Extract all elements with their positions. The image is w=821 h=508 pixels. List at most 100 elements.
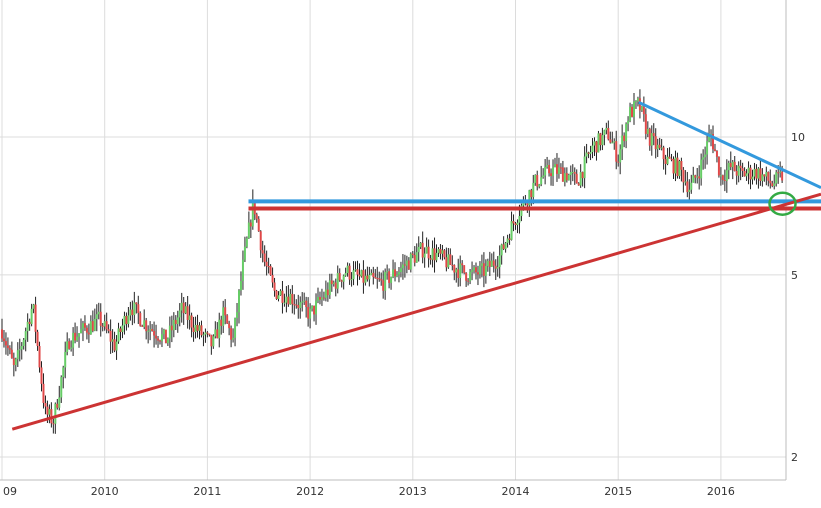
candle <box>200 321 202 338</box>
y-axis: 10 5 2 <box>791 131 805 464</box>
candle <box>471 262 473 281</box>
candle <box>588 152 590 158</box>
candle <box>110 319 112 353</box>
candle <box>33 304 35 313</box>
candle <box>199 322 201 339</box>
candle <box>459 256 461 287</box>
candle <box>631 104 633 117</box>
candle <box>447 248 449 269</box>
candle <box>475 262 477 279</box>
candle <box>621 124 623 160</box>
candle <box>226 314 228 324</box>
candle <box>37 330 39 351</box>
candle <box>767 171 769 186</box>
candle <box>21 342 23 359</box>
candle <box>116 335 118 360</box>
candle <box>129 302 131 321</box>
candle <box>281 281 283 314</box>
candle <box>268 258 270 274</box>
candle <box>177 311 179 333</box>
candle <box>362 260 364 294</box>
candle <box>216 322 218 338</box>
candle <box>299 296 301 318</box>
candle <box>410 252 412 272</box>
candle <box>558 158 560 179</box>
candle <box>528 190 530 217</box>
candle <box>763 174 765 181</box>
candle <box>96 304 98 331</box>
candle <box>651 125 653 155</box>
candle <box>404 255 406 278</box>
candle <box>736 165 738 185</box>
candle <box>325 281 327 302</box>
trendlines <box>12 102 821 429</box>
candle <box>104 315 106 331</box>
candle <box>605 123 607 135</box>
candle <box>291 285 293 313</box>
candle <box>386 265 388 280</box>
candle <box>169 317 171 348</box>
candle <box>72 327 74 356</box>
candle <box>546 157 548 169</box>
candle <box>29 319 31 331</box>
candle <box>769 169 771 188</box>
candle <box>688 179 690 199</box>
candle <box>246 236 248 248</box>
candle <box>108 324 110 333</box>
candle <box>748 161 750 184</box>
candle <box>191 313 193 338</box>
candle <box>224 299 226 324</box>
candle <box>513 214 515 231</box>
candle <box>353 261 355 285</box>
candle <box>270 264 272 276</box>
candle <box>439 244 441 259</box>
candle <box>360 270 362 278</box>
candle <box>451 255 453 270</box>
candle <box>566 167 568 182</box>
candle <box>175 315 177 330</box>
candle <box>357 261 359 286</box>
candle <box>236 303 238 326</box>
candle <box>100 303 102 336</box>
candle <box>483 252 485 287</box>
candle <box>564 167 566 186</box>
candle <box>669 147 671 158</box>
candle <box>416 243 418 262</box>
candle <box>74 323 76 344</box>
candle <box>692 167 694 183</box>
candle <box>661 139 663 150</box>
candle <box>516 219 518 233</box>
candle <box>678 160 680 179</box>
candle <box>214 321 216 338</box>
candle <box>734 156 736 171</box>
candle <box>258 216 260 232</box>
candle <box>704 147 706 169</box>
candle <box>477 266 479 285</box>
candle <box>635 100 637 109</box>
candle <box>485 259 487 283</box>
candle <box>339 268 341 281</box>
candle <box>31 304 33 326</box>
x-tick-label: 2011 <box>193 485 221 498</box>
candle <box>390 277 392 290</box>
candle <box>682 167 684 192</box>
candle <box>467 278 469 285</box>
candle <box>52 419 54 434</box>
candle <box>505 242 507 253</box>
candle <box>590 146 592 160</box>
candle <box>307 297 309 327</box>
candle <box>453 264 455 280</box>
x-tick-label: 2010 <box>91 485 119 498</box>
candle <box>503 236 505 250</box>
candles <box>1 89 783 434</box>
candle <box>60 375 62 403</box>
candle <box>437 247 439 257</box>
candle <box>536 171 538 191</box>
candle <box>171 316 173 342</box>
candle <box>580 164 582 188</box>
candle <box>195 317 197 339</box>
candle <box>515 222 517 230</box>
candle <box>742 163 744 177</box>
candle <box>457 259 459 287</box>
candle <box>244 237 246 262</box>
